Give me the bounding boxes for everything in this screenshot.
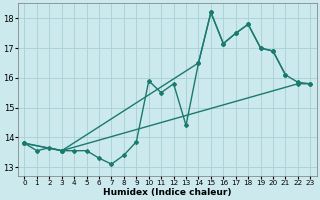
X-axis label: Humidex (Indice chaleur): Humidex (Indice chaleur) xyxy=(103,188,232,197)
